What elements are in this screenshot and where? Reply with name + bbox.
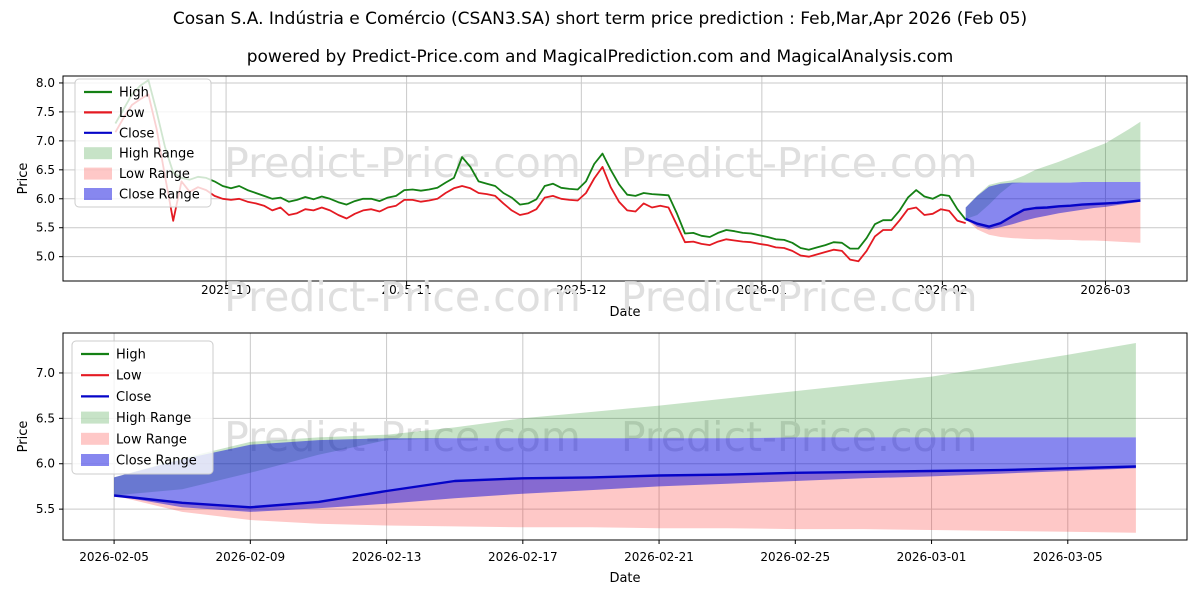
legend-swatch-patch [84,147,112,160]
legend-item-high: High [84,86,149,101]
x-tick-label: 2026-02-13 [352,550,422,564]
y-axis-label: Price [16,421,31,453]
legend-item-label: Low [116,369,142,384]
plot-border [62,75,1188,282]
legend-item-close: Close [81,390,151,405]
low-range-area [114,466,1136,533]
x-tick-label: 2026-03-01 [897,550,967,564]
close-line [965,199,1141,228]
plot-border [62,332,1188,541]
legend-item-label: Close Range [116,454,197,469]
legend-item-label: Low [119,106,145,121]
x-tick-label: 2026-02-25 [760,550,830,564]
legend-item-label: Low Range [119,167,190,182]
legend-item-low: Low [84,106,145,121]
x-tick-label: 2025-10 [201,283,251,297]
prediction-zoom-chart: Predict-Price.comPredict-Price.com2026-0… [16,332,1188,586]
x-tick-label: 2026-01 [737,283,787,297]
legend-item-low-range: Low Range [84,167,190,182]
close-line [113,465,1136,509]
legend-item-high-range: High Range [84,147,194,162]
axes: 2026-02-05 2026-02-09 2026-02-13 2026-02-17… [16,366,1103,586]
figure-subtitle: powered by Predict-Price.com and Magical… [246,47,954,67]
y-axis-label: Price [16,163,31,195]
x-axis-label: Date [609,305,640,320]
legend-item-close-range: Close Range [81,454,197,469]
y-tick-label: 5.0 [36,250,55,264]
y-tick-label: 8.0 [36,76,55,90]
legend-item-label: Close [119,126,154,141]
y-tick-label: 6.0 [36,457,55,471]
x-tick-label: 2026-02-21 [624,550,694,564]
low-line [114,93,966,263]
legend-swatch-patch [81,454,109,466]
legend: High Low Close High Range Low Range Close Ran… [74,78,212,208]
x-tick-label: 2026-03-05 [1033,550,1103,564]
legend-swatch-patch [84,188,112,200]
low-range-area [965,200,1141,243]
y-tick-label: 5.5 [36,221,55,235]
legend-item-label: Close Range [119,188,200,203]
legend-item-low-range: Low Range [81,432,187,447]
legend-swatch-patch [81,432,109,445]
legend-box [74,78,212,208]
x-tick-label: 2026-02 [917,283,967,297]
legend-item-high: High [81,348,146,363]
watermark-text: Predict-Price.com [224,139,581,187]
legend-swatch-patch [84,167,112,180]
y-tick-label: 5.5 [36,502,55,516]
y-tick-label: 7.0 [36,134,55,148]
x-tick-label: 2026-03 [1080,283,1130,297]
legend-item-label: High Range [116,411,191,426]
legend-item-high-range: High Range [81,411,191,426]
x-tick-label: 2025-11 [382,283,432,297]
price-history-with-prediction-chart: Predict-Price.com Predict-Price.com2025-1… [16,75,1188,320]
figure-title: Cosan S.A. Indústria e Comércio (CSAN3.S… [172,9,1028,29]
legend-item-label: Close [116,390,151,405]
high-range-area [114,343,1136,496]
legend-item-close: Close [84,126,154,141]
legend-swatch-patch [81,411,109,424]
x-tick-label: 2026-02-09 [215,550,285,564]
watermark-text: Predict-Price.com [621,273,978,321]
legend-item-low: Low [81,369,142,384]
x-axis-label: Date [609,571,640,586]
gridlines [63,76,1187,281]
y-tick-label: 6.0 [36,192,55,206]
axes: 2025-10 2025-11 2025-12 2026-01 2026-02 2026-… [16,76,1131,320]
x-tick-label: 2025-12 [556,283,606,297]
watermark-text: Predict-Price.com [224,273,581,321]
gridlines [63,333,1187,540]
watermark-text: Predict-Price.com [621,139,978,187]
high-line [114,79,967,251]
watermark-text: Predict-Price.com [224,413,581,461]
legend-item-label: High Range [119,147,194,162]
legend: High Low Close High Range Low Range Close Ran… [71,340,214,475]
y-tick-label: 6.5 [36,163,55,177]
legend-item-label: High [119,86,149,101]
legend-item-label: High [116,348,146,363]
y-tick-label: 7.5 [36,105,55,119]
legend-item-close-range: Close Range [84,188,200,203]
x-tick-label: 2026-02-17 [488,550,558,564]
legend-item-label: Low Range [116,432,187,447]
y-tick-label: 7.0 [36,366,55,380]
y-tick-label: 6.5 [36,411,55,425]
x-tick-label: 2026-02-05 [79,550,149,564]
high-range-area [965,121,1141,219]
watermark-text: Predict-Price.com [621,413,978,461]
